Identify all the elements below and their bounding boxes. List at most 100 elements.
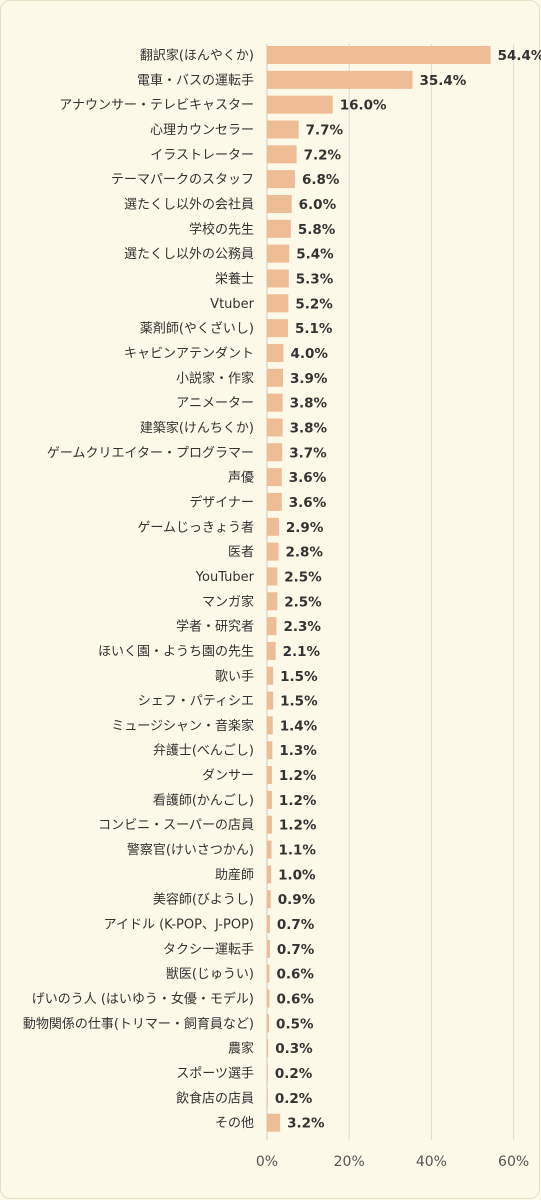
bar	[267, 1088, 268, 1107]
category-label: 電車・バスの運転手	[137, 73, 254, 88]
value-label: 0.5%	[276, 1016, 314, 1032]
value-label: 1.4%	[280, 718, 318, 734]
x-tick-label: 40%	[416, 1154, 447, 1170]
bar	[267, 1064, 268, 1083]
category-label: 栄養士	[215, 271, 254, 287]
category-label: アイドル (K-POP、J-POP)	[104, 918, 254, 933]
category-label: 医者	[228, 545, 254, 560]
bar	[267, 741, 273, 760]
value-label: 54.4%	[498, 48, 541, 64]
value-label: 3.2%	[287, 1116, 325, 1132]
category-label: 動物関係の仕事(トリマー・飼育員など)	[23, 1016, 254, 1032]
category-label: 農家	[228, 1041, 254, 1057]
bar	[267, 989, 270, 1008]
bar	[267, 120, 299, 139]
bar	[267, 1113, 281, 1132]
value-label: 3.8%	[290, 420, 328, 436]
bar	[267, 343, 284, 362]
value-label: 3.8%	[290, 396, 328, 412]
bar	[267, 790, 272, 809]
bar	[267, 294, 289, 313]
bar	[267, 194, 292, 213]
category-label: デザイナー	[189, 494, 254, 510]
value-label: 0.2%	[275, 1066, 313, 1082]
bar	[267, 592, 278, 611]
value-label: 1.0%	[278, 867, 316, 883]
category-label: 獣医(じゅうい)	[166, 967, 254, 982]
category-label: 薬剤師(やくざいし)	[140, 321, 254, 337]
category-labels: 翻訳家(ほんやくか) 電車・バスの運転手アナウンサー・テレビキャスター心理カウンセ…	[23, 48, 255, 1132]
x-tick-label: 0%	[256, 1154, 278, 1170]
category-label: 翻訳家(ほんやくか)	[140, 48, 254, 64]
category-label: Vtuber	[210, 297, 254, 312]
bar	[267, 840, 272, 859]
bar	[267, 666, 274, 685]
bar	[267, 617, 277, 636]
value-label: 3.6%	[289, 495, 327, 511]
x-tick-label: 20%	[334, 1154, 365, 1170]
bar	[267, 865, 272, 884]
bar	[267, 815, 272, 834]
category-label: 歌い手	[215, 669, 254, 684]
value-label: 5.8%	[298, 222, 336, 238]
bar	[267, 492, 282, 511]
value-label: 1.5%	[280, 669, 318, 685]
value-label: 2.5%	[284, 594, 322, 610]
bar	[267, 641, 276, 660]
bar	[267, 219, 291, 238]
value-label: 2.1%	[283, 644, 321, 660]
bar	[267, 443, 283, 462]
value-label: 0.7%	[277, 917, 315, 933]
value-label: 1.3%	[279, 743, 317, 759]
value-label: 7.2%	[304, 147, 342, 163]
value-label: 6.8%	[302, 172, 340, 188]
value-label: 5.1%	[295, 321, 333, 337]
value-label: 2.3%	[283, 619, 321, 635]
category-label: 飲食店の店員	[176, 1090, 254, 1106]
bar	[267, 70, 413, 89]
value-label: 1.2%	[279, 768, 317, 784]
bar	[267, 1014, 270, 1033]
value-label: 5.3%	[296, 271, 334, 287]
category-label: テーマパークのスタッフ	[111, 173, 254, 188]
category-label: コンビニ・スーパーの店員	[98, 818, 254, 833]
category-label: 警察官(けいさつかん)	[127, 842, 254, 858]
category-label: 看護師(かんごし)	[153, 792, 254, 808]
bar	[267, 319, 288, 338]
value-label: 35.4%	[419, 73, 466, 89]
category-label: 建築家(けんちくか)	[140, 420, 254, 436]
category-label: 学者・研究者	[176, 619, 254, 635]
bar	[267, 269, 289, 288]
bar	[267, 964, 270, 983]
category-label: 選たくし以外の公務員	[124, 247, 254, 262]
category-label: キャビンアテンダント	[124, 346, 254, 361]
bar	[267, 95, 333, 114]
bar	[267, 46, 491, 64]
bar	[267, 915, 270, 934]
bar	[267, 567, 278, 586]
value-label: 5.2%	[295, 296, 333, 312]
x-axis-ticks: 0% 20% 40% 60%	[256, 1154, 529, 1170]
value-label: 3.9%	[290, 371, 328, 387]
category-label: マンガ家	[202, 594, 254, 610]
bar	[267, 716, 273, 735]
category-label: その他	[215, 1116, 254, 1131]
value-label: 1.2%	[279, 793, 317, 809]
category-label: 弁護士(べんごし)	[153, 743, 254, 759]
bars	[267, 46, 491, 1132]
category-label: 声優	[228, 471, 254, 486]
value-label: 3.7%	[289, 445, 327, 461]
value-label: 6.0%	[299, 197, 337, 213]
value-label: 1.1%	[279, 843, 317, 859]
value-label: 0.7%	[277, 942, 315, 958]
bar	[267, 393, 283, 412]
value-label: 2.8%	[286, 545, 324, 561]
bar	[267, 170, 295, 189]
value-label: 2.9%	[286, 520, 324, 536]
bar	[267, 890, 271, 909]
value-label: 0.6%	[276, 967, 314, 983]
value-label: 3.6%	[289, 470, 327, 486]
value-label: 0.2%	[275, 1091, 313, 1107]
category-label: ダンサー	[202, 769, 254, 784]
category-label: シェフ・パティシエ	[138, 694, 254, 709]
